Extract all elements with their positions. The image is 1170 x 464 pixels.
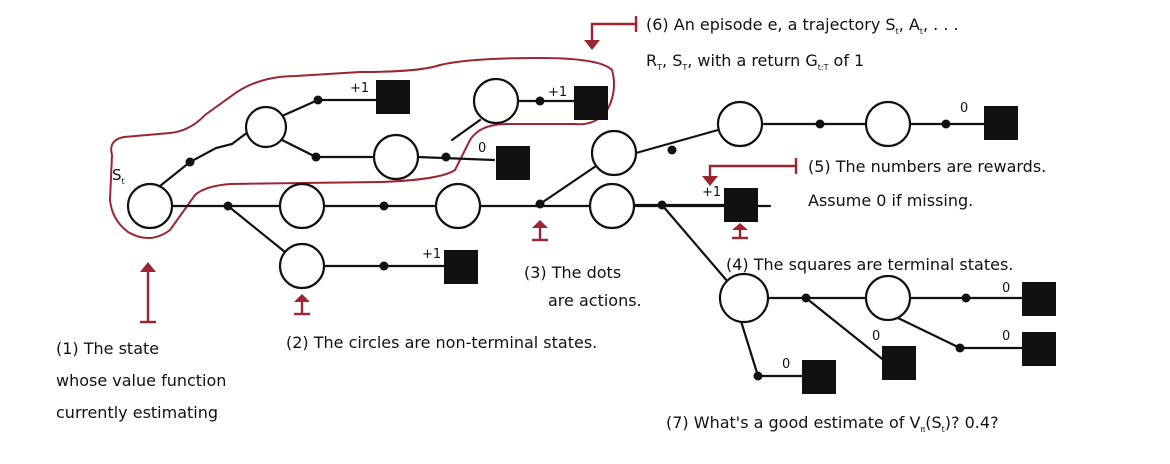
svg-text:0: 0: [782, 357, 790, 372]
note-2: (2) The circles are non-terminal states.: [286, 333, 597, 352]
note-4: (4) The squares are terminal states.: [726, 255, 1013, 274]
state-bottom-1: [718, 272, 770, 324]
note-1-line-1: (1) The state: [56, 339, 159, 358]
state-spine-3: [588, 182, 636, 230]
note-3-line-1: (3) The dots: [524, 263, 621, 282]
state-top-right-2: [864, 100, 912, 148]
state-spine-2: [434, 182, 482, 230]
state-lower: [278, 242, 326, 290]
actions: [185, 95, 971, 381]
state-top-right-1: [716, 100, 764, 148]
note-6-line-2: RT, ST, with a return Gt:T of 1: [646, 51, 864, 72]
note-6-line-1: (6) An episode e, a trajectory St, At, .…: [646, 15, 959, 36]
non-terminal-states: [126, 77, 912, 324]
state-branch-up: [590, 129, 638, 177]
note-5-line-2: Assume 0 if missing.: [808, 191, 973, 210]
state-st: [126, 182, 174, 230]
note-1-line-3: currently estimating: [56, 403, 218, 422]
note-1-line-2: whose value function: [56, 371, 226, 390]
svg-text:+1: +1: [422, 247, 441, 262]
state-upper-1: [244, 105, 288, 149]
svg-text:+1: +1: [548, 85, 567, 100]
note-7: (7) What's a good estimate of Vπ(St)? 0.…: [666, 413, 999, 434]
terminal-states: [376, 80, 1056, 394]
callouts: [140, 16, 798, 324]
svg-text:0: 0: [1002, 329, 1010, 344]
episode-highlight: [108, 56, 615, 239]
note-3-line-2: are actions.: [548, 291, 642, 310]
svg-text:+1: +1: [350, 81, 369, 96]
start-state-label: St: [112, 166, 125, 186]
state-upper-2: [472, 77, 520, 125]
svg-text:0: 0: [1002, 281, 1010, 296]
svg-text:0: 0: [872, 329, 880, 344]
state-spine-1: [278, 182, 326, 230]
note-5-line-1: (5) The numbers are rewards.: [808, 157, 1046, 176]
state-bottom-2: [864, 274, 912, 322]
svg-text:0: 0: [478, 141, 486, 156]
rewards: +1 +1 0 +1 0 +1 0 0 0 0: [350, 81, 1010, 372]
svg-text:+1: +1: [702, 185, 721, 200]
svg-text:0: 0: [960, 101, 968, 116]
annotations: (1) The state whose value function curre…: [56, 15, 1046, 434]
state-mid: [372, 133, 420, 181]
